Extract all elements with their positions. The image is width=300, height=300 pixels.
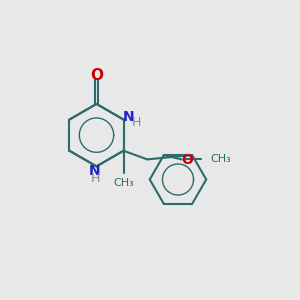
Text: H: H [90,172,100,185]
Text: H: H [131,116,141,129]
Text: CH₃: CH₃ [210,154,231,164]
Text: N: N [89,164,101,178]
Text: O: O [90,68,103,82]
Text: O: O [181,153,193,167]
Text: N: N [123,110,135,124]
Text: CH₃: CH₃ [113,178,134,188]
